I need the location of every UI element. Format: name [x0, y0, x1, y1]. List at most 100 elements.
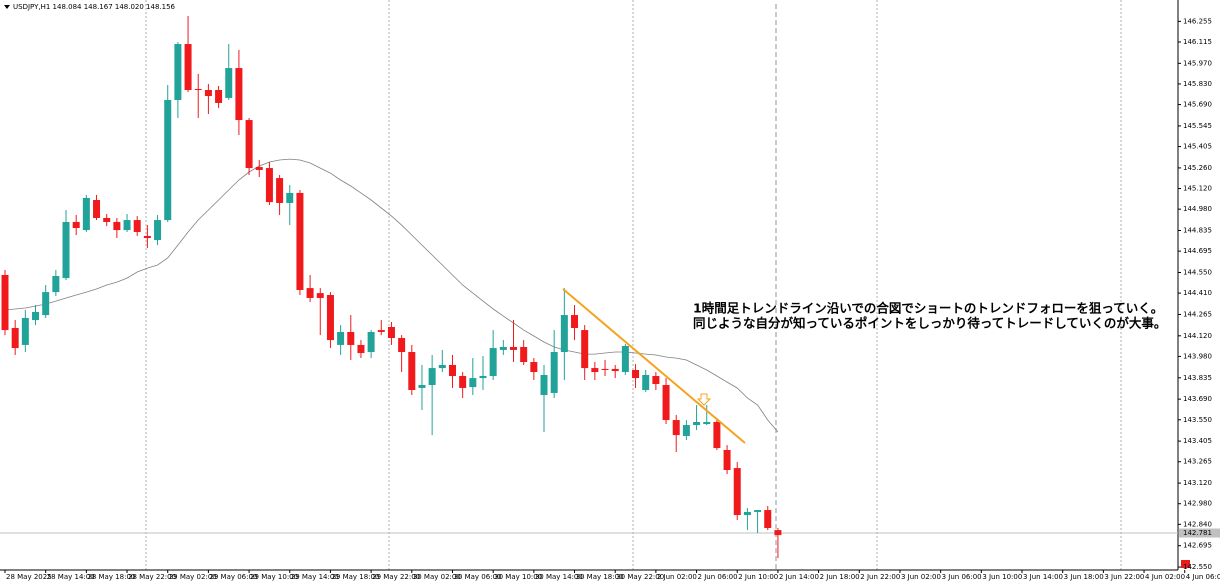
y-tick-label: 145.970 — [1183, 59, 1212, 67]
title-icon — [4, 5, 10, 9]
candle-body — [601, 368, 609, 370]
y-tick-label: 143.980 — [1183, 352, 1212, 360]
candle-body — [510, 347, 517, 350]
candle-body — [764, 510, 772, 529]
candle-body — [133, 220, 141, 232]
x-tick-label: 30 May 14:00 — [535, 573, 583, 581]
candle-body — [1, 274, 9, 331]
annotation: 同じような自分が知っているポイントをしっかり待ってトレードしていくのが大事。 — [693, 316, 1166, 331]
candle-body — [479, 376, 487, 379]
candle-body — [113, 221, 121, 231]
candle-body — [530, 362, 538, 373]
candle-body — [347, 331, 355, 345]
candle-body — [42, 292, 50, 316]
y-tick-label: 145.690 — [1183, 101, 1212, 109]
x-tick-label: 3 Jun 14:00 — [1023, 573, 1063, 581]
y-tick-label: 144.835 — [1183, 227, 1212, 235]
x-tick-label: 29 May 22:00 — [372, 573, 420, 581]
candle-body — [774, 530, 782, 536]
x-tick-label: 30 May 18:00 — [576, 573, 624, 581]
candle-body — [387, 326, 395, 339]
candle-body — [154, 220, 162, 241]
x-tick-label: 3 Jun 18:00 — [1064, 573, 1104, 581]
y-tick-label: 144.265 — [1183, 310, 1212, 318]
candle-body — [652, 376, 660, 384]
x-tick-label: 2 Jun 02:00 — [657, 573, 697, 581]
y-tick-label: 143.690 — [1183, 395, 1212, 403]
y-tick-label: 142.695 — [1183, 542, 1212, 550]
candle-body — [571, 315, 579, 329]
day-separators — [145, 0, 1122, 570]
candle-body — [682, 425, 690, 436]
x-tick-label: 2 Jun 10:00 — [738, 573, 778, 581]
candle-body — [316, 293, 324, 298]
candle-body — [194, 88, 202, 90]
y-tick-label: 145.260 — [1183, 164, 1212, 172]
candle-body — [398, 338, 406, 353]
y-tick-label: 145.405 — [1183, 143, 1212, 151]
candle-body — [276, 178, 284, 203]
chart-title: USDJPY,H1 148.084 148.167 148.020 148.15… — [13, 3, 176, 11]
candle-body — [215, 89, 223, 103]
x-tick-label: 2 Jun 06:00 — [698, 573, 738, 581]
candle-body — [621, 345, 629, 373]
candle-body — [204, 89, 212, 97]
y-tick-label: 145.545 — [1183, 122, 1212, 130]
candle-body — [225, 68, 233, 98]
candle-body — [21, 317, 29, 345]
candle-body — [174, 44, 182, 101]
candle-body — [103, 217, 111, 222]
y-tick-label: 143.550 — [1183, 416, 1212, 424]
trendline — [562, 288, 746, 444]
y-tick-label: 146.255 — [1183, 17, 1212, 25]
candle-body — [286, 192, 294, 203]
candle-body — [164, 100, 172, 221]
x-tick-label: 28 May 14:00 — [47, 573, 95, 581]
x-tick-label: 29 May 18:00 — [331, 573, 379, 581]
x-tick-label: 2 Jun 14:00 — [779, 573, 819, 581]
candle-body — [337, 331, 345, 345]
candle-body — [52, 276, 60, 293]
x-tick-label: 28 May 2025 — [6, 573, 52, 581]
candle-body — [377, 330, 385, 332]
candle-body — [703, 421, 711, 425]
x-tick-label: 29 May 02:00 — [169, 573, 217, 581]
candle-body — [550, 352, 558, 393]
x-tick-label: 28 May 18:00 — [87, 573, 135, 581]
y-tick-label: 143.120 — [1183, 479, 1212, 487]
x-tick-label: 3 Jun 06:00 — [942, 573, 982, 581]
candle-body — [245, 120, 253, 169]
candle-body — [733, 468, 741, 516]
candle-body — [662, 385, 670, 421]
candle-body — [93, 200, 101, 218]
candle-body — [255, 167, 263, 170]
y-tick-label: 142.980 — [1183, 500, 1212, 508]
candle-body — [642, 374, 650, 391]
candle-body — [581, 330, 589, 369]
y-tick-label: 146.115 — [1183, 38, 1212, 46]
candle-body — [591, 368, 599, 373]
candle-body — [438, 364, 446, 369]
y-tick-label: 145.830 — [1183, 80, 1212, 88]
candle-body — [428, 368, 436, 386]
candle-body — [32, 311, 40, 321]
x-tick-label: 30 May 22:00 — [616, 573, 664, 581]
y-tick-label: 144.410 — [1183, 289, 1212, 297]
x-tick-label: 4 Jun 06:00 — [1186, 573, 1220, 581]
candle-body — [560, 315, 568, 353]
y-tick-label: 143.265 — [1183, 458, 1212, 466]
current-price-label: 142.781 — [1183, 529, 1212, 537]
y-tick-label: 144.550 — [1183, 268, 1212, 276]
candle-body — [82, 197, 90, 231]
candle-body — [632, 369, 640, 379]
x-tick-label: 2 Jun 18:00 — [820, 573, 860, 581]
candle-body — [143, 235, 151, 239]
y-tick-label: 142.550 — [1183, 563, 1212, 571]
candle-body — [611, 368, 619, 372]
candle-body — [459, 376, 467, 388]
candle-body — [743, 511, 751, 516]
x-tick-label: 28 May 22:00 — [128, 573, 176, 581]
candle-body — [123, 220, 131, 231]
